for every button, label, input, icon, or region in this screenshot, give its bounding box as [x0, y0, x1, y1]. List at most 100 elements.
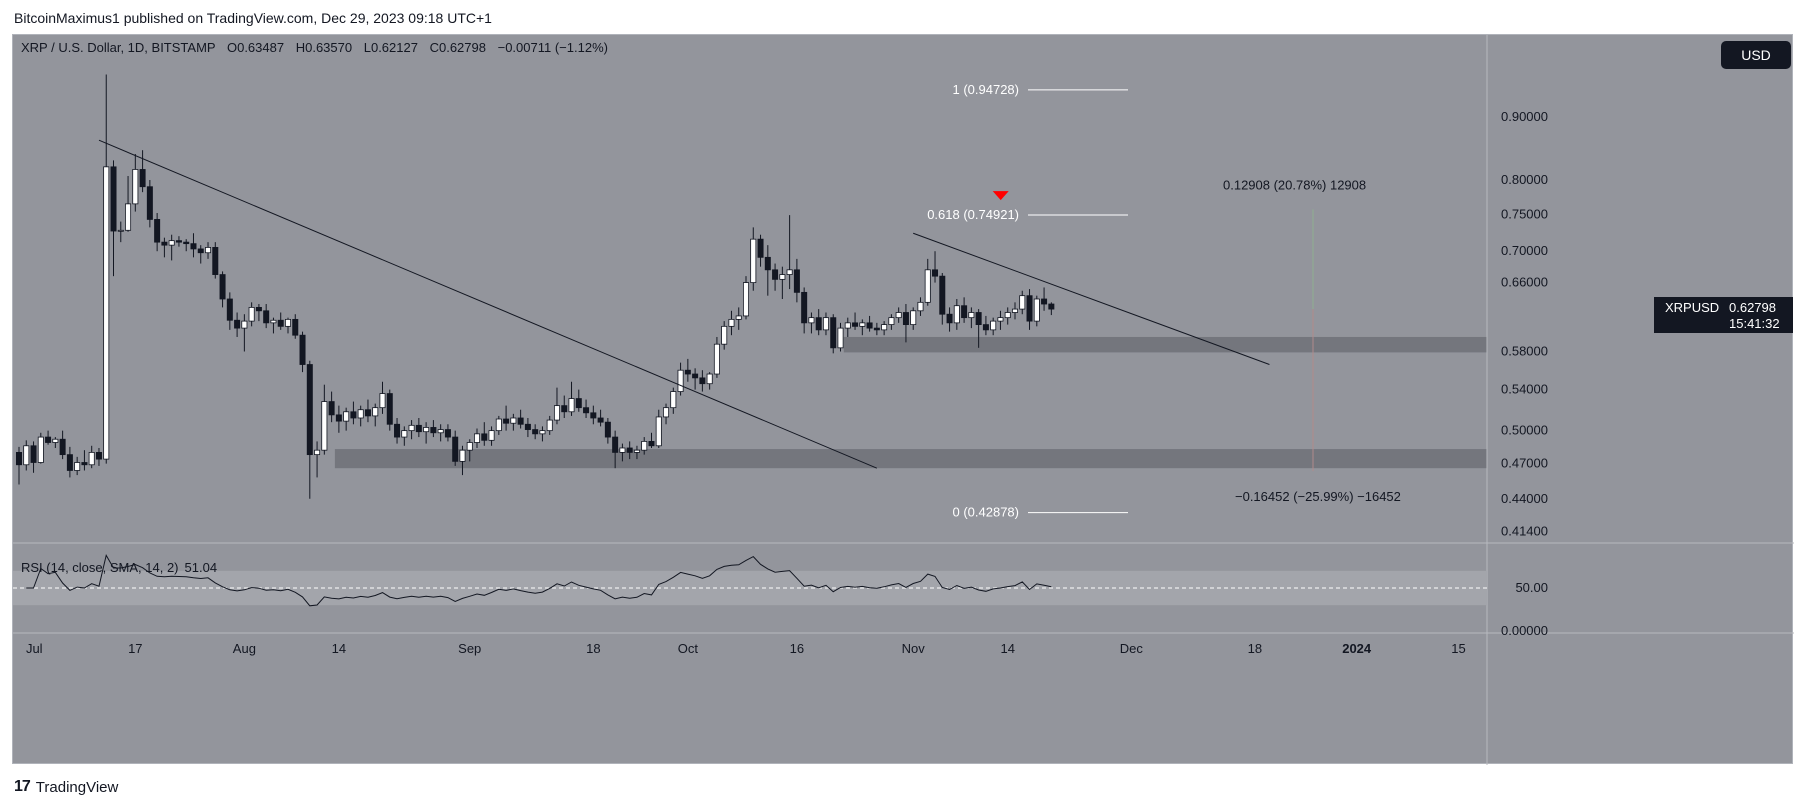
candle [110, 160, 117, 277]
candle-body [932, 269, 939, 277]
candle [648, 432, 655, 448]
candle-body [66, 454, 73, 471]
candle [706, 372, 713, 390]
candle-body [706, 373, 713, 385]
x-axis-tick: Dec [1120, 641, 1144, 656]
candle [183, 239, 190, 252]
candle-body [655, 416, 662, 447]
candle [328, 391, 335, 423]
open-value: 0.63487 [237, 40, 284, 55]
candle-body [321, 401, 328, 451]
support-zone [334, 449, 1487, 469]
candle [801, 287, 808, 334]
candle [881, 321, 888, 336]
y-axis-tick: 0.44000 [1501, 491, 1548, 506]
candle-body [183, 241, 190, 245]
candle-body [495, 418, 502, 432]
x-axis-tick: 18 [1248, 641, 1262, 656]
close-value: 0.62798 [439, 40, 486, 55]
candle [546, 415, 553, 435]
candle-body [699, 377, 706, 385]
currency-button[interactable]: USD [1721, 41, 1791, 69]
tradingview-branding[interactable]: 17 TradingView [14, 778, 118, 796]
candle-body [95, 452, 102, 460]
candle [1048, 302, 1055, 316]
candle [590, 405, 597, 425]
candle-body [612, 436, 619, 453]
low-value: 0.62127 [371, 40, 418, 55]
candle-body [815, 317, 822, 331]
candle-body [859, 322, 866, 327]
candle [95, 447, 102, 466]
candle-body [205, 247, 212, 254]
candle [692, 368, 699, 390]
chart-frame[interactable]: XRP / U.S. Dollar, 1D, BITSTAMP O0.63487… [12, 34, 1794, 765]
candle [350, 401, 357, 425]
price-tag-symbol: XRPUSD [1665, 300, 1719, 315]
trendline[interactable] [98, 139, 878, 469]
candle [45, 430, 52, 445]
candle-body [45, 436, 52, 443]
candle-body [553, 405, 560, 421]
candle [430, 420, 437, 438]
candle-body [961, 305, 968, 319]
price-tag-countdown: 15:41:32 [1729, 316, 1780, 331]
candle [379, 381, 386, 414]
candle [74, 456, 81, 476]
candle-body [488, 430, 495, 441]
trendline[interactable] [913, 232, 1270, 365]
candle [982, 315, 989, 336]
candle-body [444, 429, 451, 438]
candle-body [670, 391, 677, 409]
candle [88, 445, 95, 469]
candle-body [328, 401, 335, 416]
candle-body [394, 423, 401, 438]
candle [154, 213, 161, 252]
candle [292, 314, 299, 339]
candle [597, 409, 604, 427]
candle [924, 258, 931, 306]
candle-body [692, 373, 699, 379]
sell-signal-arrow-icon [992, 191, 1009, 201]
candle-body [81, 462, 88, 466]
candle [553, 387, 560, 425]
candle-body [1026, 295, 1033, 322]
candle-body [1033, 298, 1040, 322]
candle [306, 360, 313, 499]
candle-body [146, 186, 153, 220]
candle [939, 272, 946, 325]
candle-body [125, 203, 132, 231]
candle-body [583, 407, 590, 414]
candle [532, 424, 539, 440]
candle-body [306, 364, 313, 456]
candle [539, 426, 546, 442]
candle [357, 405, 364, 427]
y-axis-tick: 0.47000 [1501, 456, 1548, 471]
candle-body [466, 442, 473, 451]
price-chart[interactable]: XRP / U.S. Dollar, 1D, BITSTAMP O0.63487… [13, 35, 1794, 765]
candle-body [364, 409, 371, 417]
candle [205, 242, 212, 259]
candle [619, 443, 626, 462]
y-axis-tick: 0.54000 [1501, 382, 1548, 397]
candle-body [808, 317, 815, 324]
candle-body [299, 334, 306, 365]
candle [343, 407, 350, 431]
candle-body [728, 318, 735, 327]
candle-body [386, 393, 393, 425]
x-axis-tick: 15 [1451, 641, 1465, 656]
candle [226, 292, 233, 330]
candle-body [590, 412, 597, 419]
candle [59, 430, 66, 460]
candle [459, 445, 466, 476]
y-axis-tick: 0.80000 [1501, 172, 1548, 187]
x-axis-tick: Oct [678, 641, 699, 656]
candle [277, 312, 284, 330]
candle-body [314, 449, 321, 456]
candle [1026, 289, 1033, 330]
candle [815, 309, 822, 336]
support-zone [843, 336, 1487, 353]
candle [873, 322, 880, 336]
candle [248, 302, 255, 327]
candle-body [575, 398, 582, 409]
